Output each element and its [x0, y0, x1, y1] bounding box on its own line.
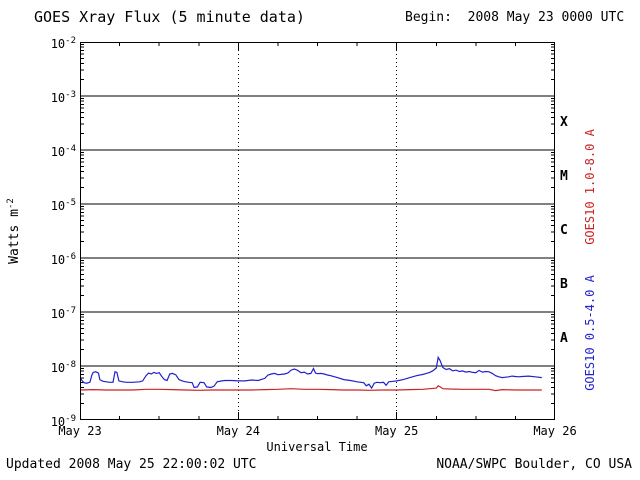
plot-area [80, 42, 555, 420]
series-line-short-band [80, 355, 542, 390]
y-tick-label: 10-6 [50, 252, 76, 267]
series-line-long-band [80, 385, 542, 392]
y-tick-label: 10-4 [50, 144, 76, 159]
x-tick-label: May 24 [216, 424, 261, 438]
credit-label: NOAA/SWPC Boulder, CO USA [436, 457, 632, 472]
y-tick-label: 10-2 [50, 36, 76, 51]
chart-title: GOES Xray Flux (5 minute data) [34, 8, 305, 26]
y-tick-label: 10-7 [50, 306, 76, 321]
x-tick-label: May 23 [58, 424, 102, 438]
x-tick-label: May 26 [533, 424, 577, 438]
flare-class-C: C [560, 223, 568, 238]
series-label-goes10-long-band: GOES10 1.0-8.0 A [583, 129, 597, 245]
plot-svg [80, 42, 555, 420]
flare-class-B: B [560, 277, 568, 292]
begin-time-label: Begin: 2008 May 23 0000 UTC [405, 10, 625, 25]
x-axis-title: Universal Time [266, 440, 368, 454]
series-label-goes10-short-band: GOES10 0.5-4.0 A [583, 275, 597, 391]
flare-class-A: A [560, 331, 568, 346]
x-tick-label: May 25 [374, 424, 419, 438]
y-tick-label: 10-9 [50, 414, 76, 429]
y-tick-label: 10-8 [50, 360, 76, 375]
y-tick-label: 10-3 [50, 90, 76, 105]
flare-class-X: X [560, 115, 568, 130]
updated-timestamp: Updated 2008 May 25 22:00:02 UTC [6, 457, 257, 472]
plot-border [80, 42, 555, 420]
y-axis-title: Watts m-2 [6, 198, 22, 264]
flare-class-M: M [560, 169, 568, 184]
y-axis-title-text: Watts m [7, 209, 23, 264]
y-axis-title-sup: -2 [5, 198, 16, 210]
y-tick-label: 10-5 [50, 198, 76, 213]
